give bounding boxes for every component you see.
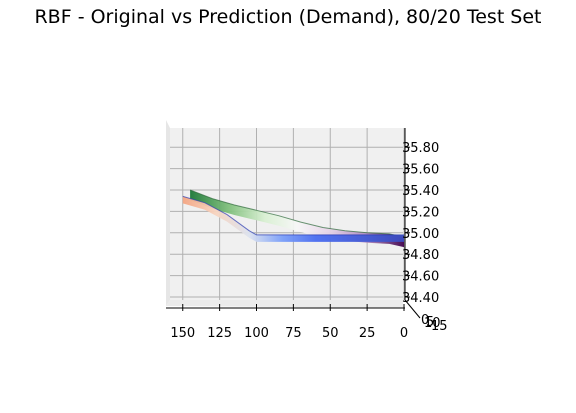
x-tick-label: 50 (322, 326, 339, 341)
x-tick-label: 25 (359, 326, 376, 341)
chart-title: RBF - Original vs Prediction (Demand), 8… (34, 6, 542, 28)
z-tick-label: 35.20 (402, 205, 439, 220)
z-tick-label: 34.60 (402, 270, 439, 285)
x-tick-label: 100 (244, 326, 269, 341)
y-tick-label: 10 (424, 316, 441, 331)
x-tick-label: 0 (400, 326, 408, 341)
x-tick-label: 75 (285, 326, 302, 341)
y-tick-label: 0 (421, 313, 429, 328)
z-tick-label: 35.80 (402, 141, 439, 156)
surface-prgn (190, 190, 404, 248)
surfaces (182, 189, 405, 248)
z-tick-label: 35.60 (402, 163, 439, 178)
floor-pane (166, 300, 403, 308)
y-tick-label: 15 (431, 319, 448, 334)
z-tick-label: 35.40 (402, 184, 439, 199)
x-tick-label: 125 (207, 326, 232, 341)
x-tick-label: 150 (170, 326, 195, 341)
z-tick-label: 34.40 (402, 291, 439, 306)
z-tick-label: 35.00 (402, 227, 439, 242)
y-axis-line (404, 299, 421, 319)
surface-edge (182, 195, 404, 236)
left-pane (166, 120, 170, 306)
z-ticks: 35.80 35.60 35.40 35.20 35.00 34.80 34.60 34.40 (402, 141, 439, 306)
y-tick-label: 5 (426, 315, 434, 330)
z-tick-label: 34.80 (402, 248, 439, 263)
back-pane (170, 128, 403, 300)
x-ticks: 150 125 100 75 50 25 0 (170, 304, 408, 341)
surface-coolwarm (182, 196, 404, 242)
surface-edge (189, 189, 405, 238)
